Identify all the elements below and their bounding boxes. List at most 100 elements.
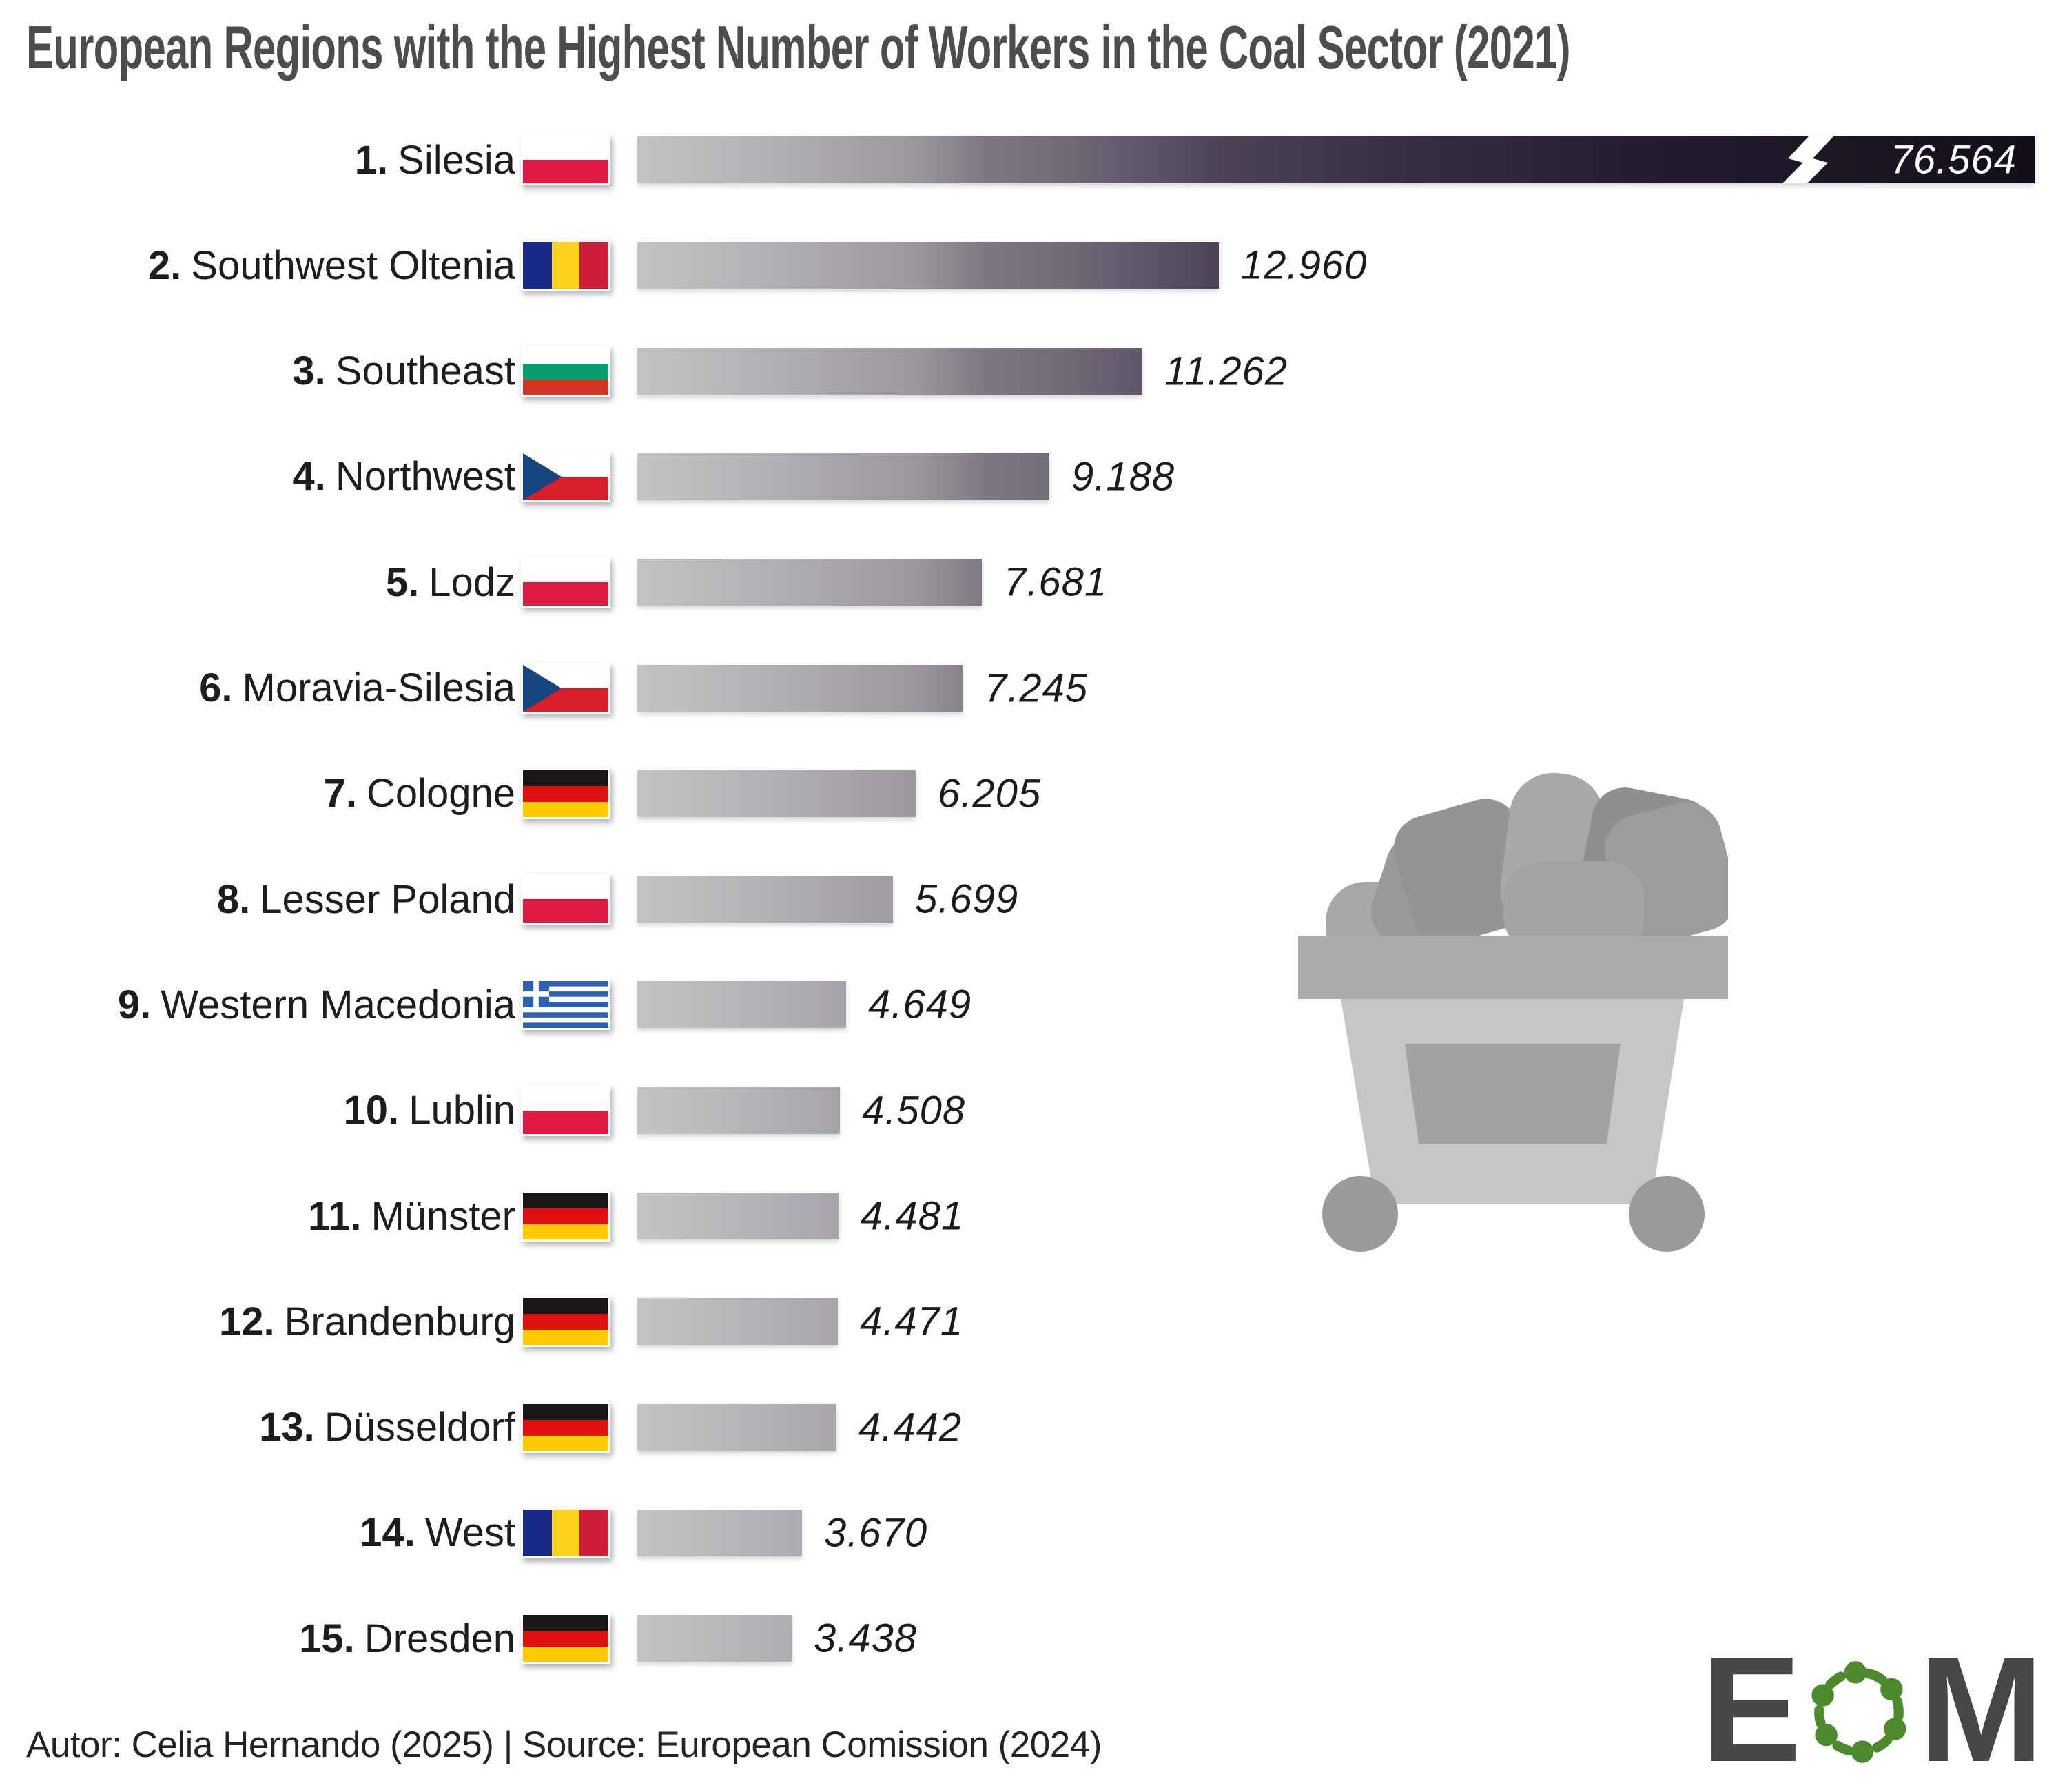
row-region: West xyxy=(424,1510,515,1556)
row-rank: 2. xyxy=(147,243,182,288)
country-flag-icon xyxy=(521,1084,610,1136)
value-bar xyxy=(637,1509,802,1556)
row-rank: 15. xyxy=(299,1616,355,1661)
bar-row: 5. Lodz 7.681 xyxy=(0,529,2067,635)
row-region: Lodz xyxy=(429,559,515,605)
axis-break-icon xyxy=(1782,136,1833,183)
value-bar xyxy=(637,981,846,1029)
value-label: 5.699 xyxy=(915,876,1019,922)
value-label: 3.438 xyxy=(814,1616,918,1661)
value-bar xyxy=(637,1086,840,1134)
value-bar xyxy=(637,664,963,712)
logo-ring-icon xyxy=(1811,1661,1906,1763)
value-label: 9.188 xyxy=(1071,454,1175,500)
row-label: 5. Lodz xyxy=(0,529,515,635)
value-bar: 76.564 xyxy=(637,136,2035,183)
value-label: 4.649 xyxy=(868,982,972,1027)
row-label: 3. Southeast xyxy=(0,318,515,424)
bar-row: 12. Brandenburg 4.471 xyxy=(0,1268,2067,1374)
bar-row: 13. Düsseldorf 4.442 xyxy=(0,1374,2067,1481)
row-region: Münster xyxy=(371,1193,515,1239)
bar-row: 10. Lublin 4.508 xyxy=(0,1058,2067,1164)
bar-row: 8. Lesser Poland 5.699 xyxy=(0,846,2067,952)
value-label: 4.442 xyxy=(858,1405,963,1450)
bar-row: 6. Moravia-Silesia 7.245 xyxy=(0,635,2067,741)
country-flag-icon xyxy=(521,1296,610,1348)
country-flag-icon xyxy=(521,1613,610,1665)
country-flag-icon xyxy=(521,240,610,291)
row-label: 1. Silesia xyxy=(0,107,515,213)
value-label: 12.960 xyxy=(1241,243,1368,288)
row-rank: 12. xyxy=(218,1299,275,1344)
value-label: 4.481 xyxy=(861,1193,965,1239)
bar-row: 11. Münster 4.481 xyxy=(0,1163,2067,1269)
row-label: 14. West xyxy=(0,1480,515,1586)
row-rank: 4. xyxy=(292,454,326,500)
row-label: 2. Southwest Oltenia xyxy=(0,212,515,318)
value-label: 4.471 xyxy=(860,1299,964,1344)
country-flag-icon xyxy=(521,345,610,397)
row-rank: 8. xyxy=(216,876,251,922)
row-region: Cologne xyxy=(366,771,515,816)
value-label: 3.670 xyxy=(824,1510,928,1556)
value-label: 7.681 xyxy=(1004,559,1108,605)
row-label: 9. Western Macedonia xyxy=(0,951,515,1058)
bar-row: 7. Cologne 6.205 xyxy=(0,741,2067,847)
value-label: 11.262 xyxy=(1164,349,1288,394)
row-rank: 13. xyxy=(259,1405,315,1450)
country-flag-icon xyxy=(521,768,610,819)
value-bar xyxy=(637,1298,838,1346)
country-flag-icon xyxy=(521,1507,610,1558)
coal-cart-illustration xyxy=(1298,772,1728,1252)
row-label: 10. Lublin xyxy=(0,1058,515,1164)
credit-line: Autor: Celia Hernando (2025) | Source: E… xyxy=(26,1724,1102,1765)
country-flag-icon xyxy=(521,451,610,502)
value-label: 6.205 xyxy=(938,771,1042,816)
row-region: Southwest Oltenia xyxy=(191,243,515,288)
row-region: Northwest xyxy=(335,454,515,500)
chart-title: European Regions with the Highest Number… xyxy=(26,13,1570,81)
value-bar xyxy=(637,770,916,817)
row-label: 15. Dresden xyxy=(0,1585,515,1691)
row-region: Lesser Poland xyxy=(260,876,515,922)
row-region: Moravia-Silesia xyxy=(242,666,515,710)
value-label: 7.245 xyxy=(985,666,1089,710)
value-bar xyxy=(637,1193,839,1239)
country-flag-icon xyxy=(521,557,610,608)
bar-row: 15. Dresden 3.438 xyxy=(0,1585,2067,1691)
country-flag-icon xyxy=(521,134,610,185)
row-region: Brandenburg xyxy=(284,1299,515,1344)
country-flag-icon xyxy=(521,1191,610,1242)
row-label: 6. Moravia-Silesia xyxy=(0,635,515,741)
logo-letter-e: E xyxy=(1700,1626,1801,1792)
country-flag-icon xyxy=(521,979,610,1031)
row-rank: 9. xyxy=(117,982,152,1027)
value-bar xyxy=(637,1403,836,1451)
row-region: Dresden xyxy=(364,1616,515,1661)
row-rank: 10. xyxy=(343,1088,400,1133)
row-rank: 3. xyxy=(292,349,326,394)
value-bar xyxy=(637,1615,792,1662)
row-label: 13. Düsseldorf xyxy=(0,1374,515,1481)
row-label: 7. Cologne xyxy=(0,741,515,847)
bar-row: 2. Southwest Oltenia 12.960 xyxy=(0,212,2067,318)
value-label: 76.564 xyxy=(1890,137,2017,183)
bar-rows: 1. Silesia 76.564 2. Southwest Oltenia 12.… xyxy=(0,107,2067,1705)
country-flag-icon xyxy=(521,1401,610,1453)
value-bar xyxy=(637,559,982,606)
country-flag-icon xyxy=(521,662,610,714)
eom-logo: E M xyxy=(1700,1626,2044,1792)
value-label: 4.508 xyxy=(862,1088,966,1133)
row-label: 4. Northwest xyxy=(0,424,515,530)
value-bar xyxy=(637,242,1219,289)
row-label: 8. Lesser Poland xyxy=(0,846,515,952)
country-flag-icon xyxy=(521,874,610,925)
row-rank: 6. xyxy=(199,666,233,710)
bar-row: 4. Northwest 9.188 xyxy=(0,424,2067,530)
row-rank: 5. xyxy=(385,559,420,605)
row-rank: 7. xyxy=(323,771,357,816)
row-label: 12. Brandenburg xyxy=(0,1268,515,1374)
row-region: Silesia xyxy=(398,137,515,183)
value-bar xyxy=(637,876,893,923)
